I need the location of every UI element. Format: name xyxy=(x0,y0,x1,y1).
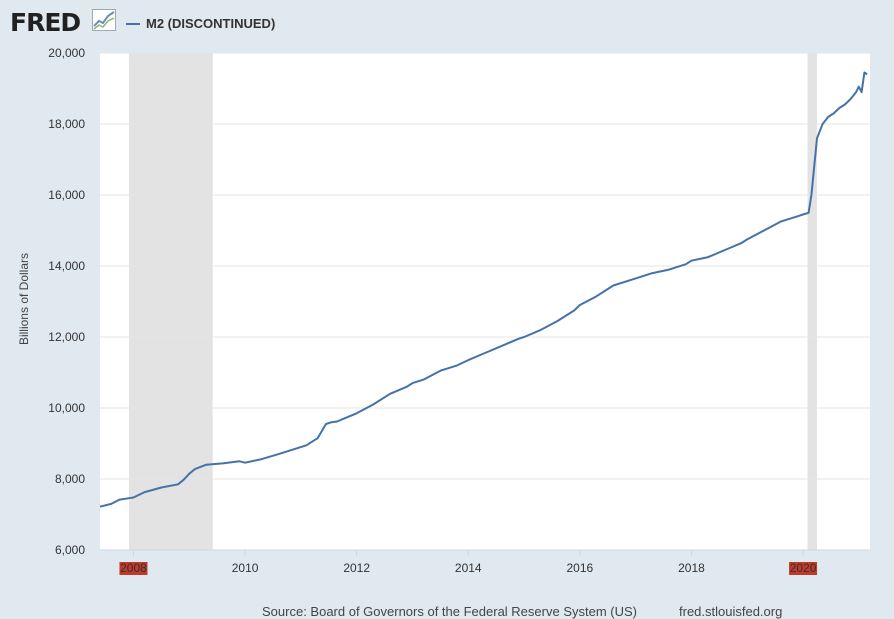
y-tick-label: 20,000 xyxy=(48,46,85,60)
y-tick-label: 18,000 xyxy=(48,117,85,131)
x-tick-highlight xyxy=(789,562,818,575)
recession-band xyxy=(807,53,817,550)
legend-swatch xyxy=(126,22,140,25)
legend-label: M2 (DISCONTINUED) xyxy=(146,16,276,31)
plot-background xyxy=(100,53,870,550)
y-tick-label: 14,000 xyxy=(48,259,85,273)
y-tick-label: 6,000 xyxy=(55,543,85,557)
x-tick-highlight xyxy=(119,562,148,575)
y-tick-label: 10,000 xyxy=(48,401,85,415)
x-tick-label: 2018 xyxy=(678,561,705,575)
x-tick-label: 2012 xyxy=(343,561,370,575)
fred-logo[interactable]: FRED xyxy=(10,8,81,37)
y-tick-label: 16,000 xyxy=(48,188,85,202)
legend[interactable]: M2 (DISCONTINUED) xyxy=(126,16,275,31)
x-tick-label: 2016 xyxy=(567,561,594,575)
x-tick-label: 2010 xyxy=(232,561,259,575)
y-tick-label: 8,000 xyxy=(55,472,85,486)
line-graph-icon xyxy=(92,9,116,31)
x-tick-label: 2014 xyxy=(455,561,482,575)
site-url[interactable]: fred.stlouisfed.org xyxy=(679,604,783,619)
x-tick-label: 2008 xyxy=(120,561,147,575)
source-note: Source: Board of Governors of the Federa… xyxy=(262,604,637,619)
y-tick-label: 12,000 xyxy=(48,330,85,344)
series-line-m2 xyxy=(99,71,868,508)
x-tick-label: 2020 xyxy=(790,561,817,575)
recession-band xyxy=(129,53,213,550)
